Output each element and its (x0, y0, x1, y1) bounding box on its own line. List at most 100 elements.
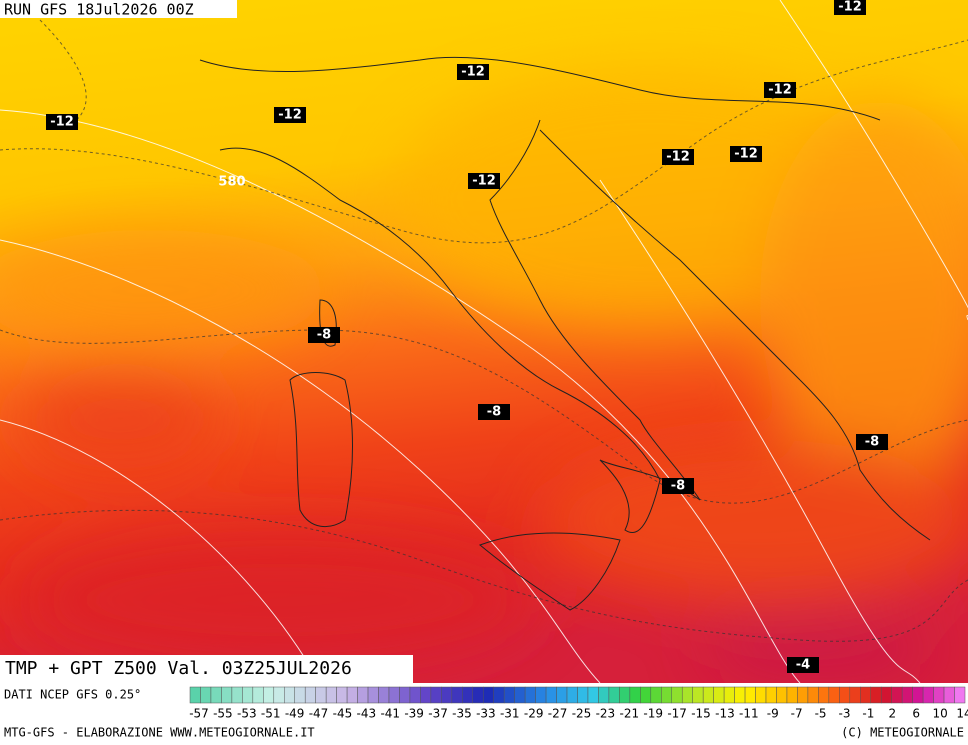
colorbar-swatch (503, 686, 515, 704)
colorbar-swatch (671, 686, 683, 704)
colorbar-swatch (901, 686, 913, 704)
colorbar-swatch (378, 686, 390, 704)
colorbar-swatch (891, 686, 903, 704)
colorbar-label: -45 (333, 707, 353, 721)
colorbar-swatch (744, 686, 756, 704)
contour-label: -8 (487, 405, 501, 420)
colorbar-label: -21 (620, 707, 640, 721)
contour-label: -12 (472, 174, 496, 189)
run-label: RUN GFS 18Jul2026 00Z (4, 1, 194, 19)
colorbar-swatch (315, 686, 327, 704)
colorbar-swatch (556, 686, 568, 704)
contour-label-box (662, 478, 694, 494)
colorbar-label: -13 (715, 707, 735, 721)
colorbar-label: -17 (667, 707, 687, 721)
colorbar-label: -49 (285, 707, 305, 721)
colorbar-label: -25 (572, 707, 592, 721)
colorbar-swatch (420, 686, 432, 704)
colorbar-swatch (681, 686, 693, 704)
colorbar-label: -33 (476, 707, 496, 721)
colorbar-swatch (566, 686, 578, 704)
colorbar-label: -29 (524, 707, 544, 721)
contour-label-box (46, 114, 78, 130)
contour-label-box (764, 82, 796, 98)
colorbar-label: -19 (643, 707, 663, 721)
contour-label: -12 (768, 83, 792, 98)
colorbar-swatch (462, 686, 474, 704)
contour-label: -12 (278, 108, 302, 123)
colorbar-label: -37 (428, 707, 448, 721)
colorbar-swatch (514, 686, 526, 704)
colorbar-swatch (839, 686, 851, 704)
contour-label: -8 (671, 479, 685, 494)
colorbar-swatch (692, 686, 704, 704)
colorbar-swatch (388, 686, 400, 704)
colorbar-label: 6 (912, 707, 920, 721)
colorbar-swatch (493, 686, 505, 704)
colorbar-swatch (734, 686, 746, 704)
colorbar-swatch (870, 686, 882, 704)
contour-label: -12 (838, 0, 862, 15)
run-box (0, 0, 237, 18)
colorbar-swatch (702, 686, 714, 704)
colorbar-swatch (304, 686, 316, 704)
contour-label: -12 (734, 147, 758, 162)
colorbar-swatch (922, 686, 934, 704)
colorbar-swatch (807, 686, 819, 704)
colorbar-swatch (629, 686, 641, 704)
colorbar-swatch (472, 686, 484, 704)
colorbar-label: -5 (815, 707, 827, 721)
colorbar-swatch (650, 686, 662, 704)
colorbar-swatch (200, 686, 212, 704)
colorbar-swatch (273, 686, 285, 704)
footer-left: MTG-GFS - ELABORAZIONE WWW.METEOGIORNALE… (4, 726, 315, 740)
colorbar-swatch (524, 686, 536, 704)
contour-label: -12 (666, 150, 690, 165)
colorbar-swatch (263, 686, 275, 704)
colorbar-label: -41 (380, 707, 400, 721)
contour-label: -12 (50, 115, 74, 130)
title-box (0, 655, 413, 683)
contour-label: 580 (218, 175, 245, 190)
colorbar-swatch (755, 686, 767, 704)
colorbar-swatch (640, 686, 652, 704)
footer-right: (C) METEOGIORNALE (841, 726, 964, 740)
colorbar-swatch (860, 686, 871, 704)
contour-label: -8 (317, 328, 331, 343)
colorbar-swatch (912, 686, 924, 704)
colorbar-label: -55 (213, 707, 233, 721)
colorbar-label: 2 (888, 707, 896, 721)
contour-labels: -12 -12 -12 -12 -12 -12 -12 -12 580 -8 -8 -8 -8 -4 (46, 0, 888, 673)
colorbar-swatch (577, 686, 589, 704)
colorbar-swatch (294, 686, 306, 704)
colorbar-swatch (430, 686, 442, 704)
contour-label-box (274, 107, 306, 123)
colorbar-swatch (451, 686, 463, 704)
map-area (0, 0, 968, 684)
contour-label-box (457, 64, 489, 80)
colorbar-swatch (357, 686, 369, 704)
contour-label: -8 (865, 435, 879, 450)
contour-label: -12 (461, 65, 485, 80)
map-title: TMP + GPT Z500 Val. 03Z25JUL2026 (5, 658, 352, 679)
colorbar-swatch (849, 686, 861, 704)
colorbar-swatch (723, 686, 735, 704)
colorbar-label: -43 (357, 707, 377, 721)
colorbar-swatch (336, 686, 348, 704)
colorbar-swatch (441, 686, 453, 704)
colorbar-swatch (242, 686, 254, 704)
colorbar-swatch (367, 686, 379, 704)
colorbar-swatch (210, 686, 222, 704)
colorbar-swatch (786, 686, 798, 704)
colorbar-label: -9 (767, 707, 779, 721)
colorbar-label: 14 (956, 707, 968, 721)
colorbar-swatch (797, 686, 809, 704)
colorbar-swatch (818, 686, 830, 704)
contour-label-box (478, 404, 510, 420)
colorbar-swatch (231, 686, 243, 704)
colorbar-swatch (545, 686, 557, 704)
colorbar-swatch (661, 686, 673, 704)
colorbar-label: -1 (862, 707, 874, 721)
colorbar-swatch (954, 686, 966, 704)
